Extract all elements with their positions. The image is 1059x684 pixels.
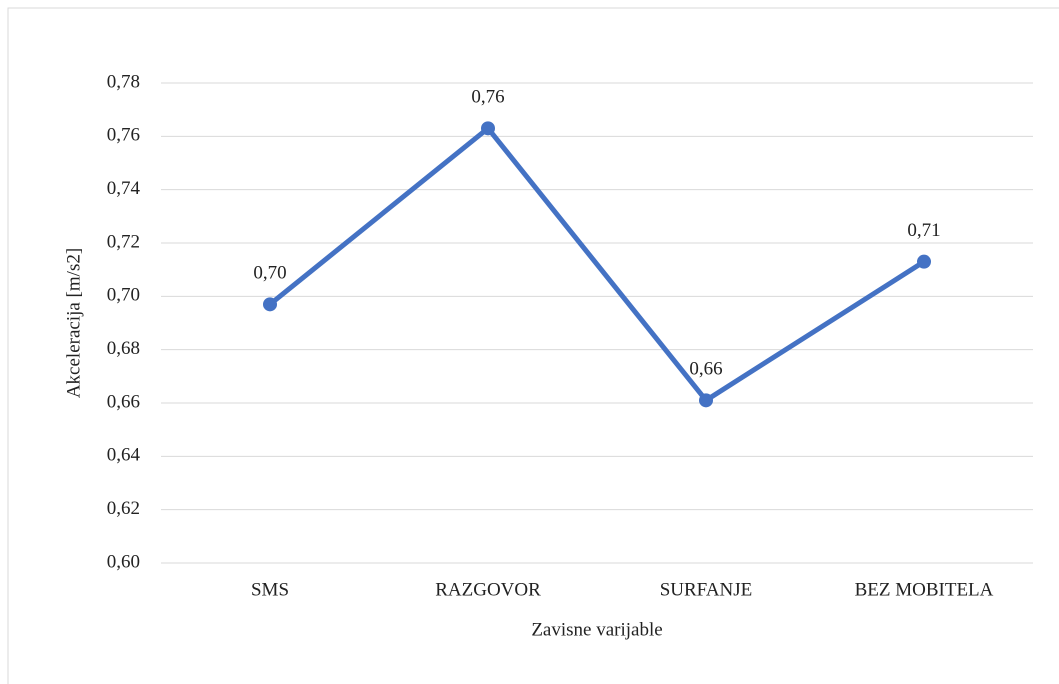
y-tick-label: 0,68	[107, 338, 140, 359]
y-tick-label: 0,64	[107, 445, 141, 466]
marker	[263, 297, 277, 312]
data-label: 0,66	[689, 359, 722, 380]
data-label: 0,70	[253, 263, 286, 284]
marker	[699, 393, 713, 408]
data-label: 0,71	[907, 220, 940, 241]
y-tick-label: 0,76	[107, 125, 140, 146]
y-tick-label: 0,66	[107, 391, 140, 412]
marker	[481, 121, 495, 136]
y-tick-label: 0,60	[107, 551, 140, 572]
x-tick-label: SMS	[251, 579, 289, 600]
marker	[917, 254, 931, 269]
line	[267, 125, 927, 403]
x-axis-title: Zavisne varijable	[531, 619, 662, 640]
data-label: 0,76	[471, 87, 504, 108]
x-tick-label: BEZ MOBITELA	[855, 579, 994, 600]
y-tick-label: 0,70	[107, 285, 140, 306]
y-tick-label: 0,74	[107, 178, 141, 199]
x-tick-label: RAZGOVOR	[435, 579, 541, 600]
y-tick-label: 0,62	[107, 498, 140, 519]
y-axis-title: Akceleracija [m/s2]	[63, 248, 84, 398]
y-tick-label: 0,72	[107, 231, 140, 252]
y-tick-label: 0,78	[107, 71, 140, 92]
chart-border	[7, 7, 1059, 684]
x-tick-label: SURFANJE	[660, 579, 753, 600]
